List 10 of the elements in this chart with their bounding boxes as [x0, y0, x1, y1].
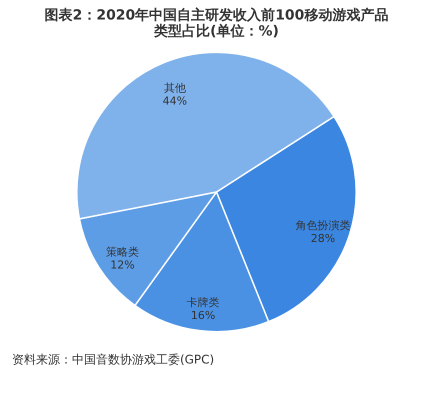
- data-label: 28%: [310, 232, 336, 245]
- slice-label: 角色扮演类: [295, 218, 350, 232]
- slice-label: 卡牌类: [186, 296, 220, 309]
- data-label: 12%: [110, 258, 135, 272]
- slice-label: 其他: [164, 81, 186, 94]
- data-label: 44%: [162, 94, 188, 108]
- slice-label: 策略类: [106, 245, 139, 258]
- text: 资料来源：中国音数协游戏工委(GPC): [12, 352, 214, 367]
- chart-title: 图表2：2020年中国自主研发收入前100移动游戏产品类型占比(单位：%): [44, 6, 388, 40]
- data-label: 16%: [190, 308, 216, 322]
